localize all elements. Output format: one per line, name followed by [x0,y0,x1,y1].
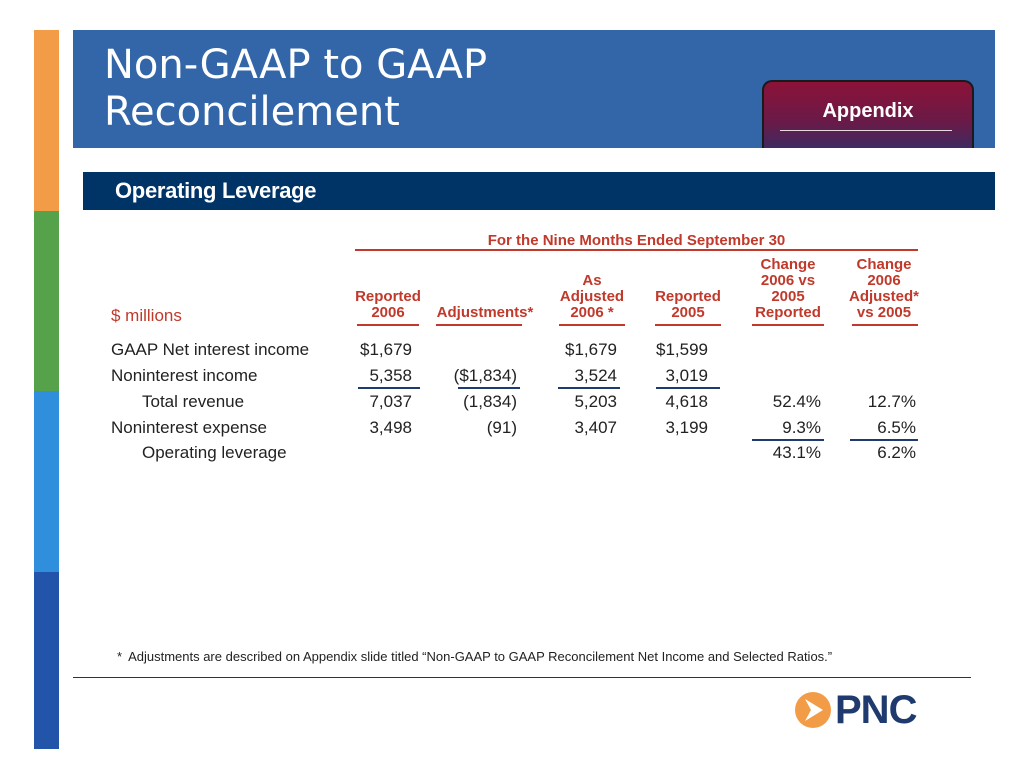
footer-rule [73,677,971,678]
col-header-underline [655,324,721,326]
table-cell: $1,599 [656,340,708,359]
subtotal-underline [358,387,420,389]
col-header-line: Change [760,256,816,273]
pnc-arrow-icon [795,692,831,728]
row-label-total-revenue: Total revenue [142,392,245,411]
row-label-noninterest-expense: Noninterest expense [111,418,267,437]
table-cell: (1,834) [463,392,517,411]
table-cell: 7,037 [369,392,412,411]
col-header-line: Reported [655,288,721,305]
col-header-change-adjusted: Change 2006 Adjusted* vs 2005 [842,257,926,321]
col-header-line: Adjusted* [848,288,919,305]
table-cell: 6.5% [877,418,916,437]
col-header-line: Change [856,256,912,273]
subtotal-underline [558,387,620,389]
col-header-line: Adjusted [559,288,625,305]
table-cell: 3,524 [574,366,617,385]
col-header-underline [436,324,522,326]
units-label: $ millions [111,306,182,325]
table-cell: 6.2% [877,443,916,462]
section-bar: Operating Leverage [83,172,995,210]
accent-stripe-orange [34,30,59,211]
period-header-rule [355,249,918,251]
accent-stripe-green [34,211,59,391]
table-cell: 3,407 [574,418,617,437]
col-header-line: Reported [755,304,821,321]
col-header-as-adjusted-2006: As Adjusted 2006 * [552,273,632,321]
col-header-line: 2006 vs [760,272,816,289]
col-header-line: 2006 * [570,304,614,321]
row-label-noninterest-income: Noninterest income [111,366,258,385]
subtotal-underline [752,439,824,441]
appendix-tab: Appendix [762,80,974,148]
row-label-operating-leverage: Operating leverage [142,443,287,462]
row-label-net-interest-income: GAAP Net interest income [111,340,310,359]
table-cell: (91) [486,418,517,437]
table-cell: $1,679 [565,340,617,359]
subtotal-underline [850,439,918,441]
col-header-underline [357,324,419,326]
col-header-underline [559,324,625,326]
col-header-change-reported: Change 2006 vs 2005 Reported [748,257,828,321]
table-cell: 5,358 [369,366,412,385]
col-header-line: 2006 [867,272,901,289]
period-header: For the Nine Months Ended September 30 [487,232,786,249]
col-header-line: Adjustments* [436,304,534,321]
col-header-line: 2005 [771,288,805,305]
subtotal-underline [458,387,520,389]
table-cell: 12.7% [867,392,916,411]
col-header-line: 2006 [371,304,405,321]
subtotal-underline [656,387,720,389]
pnc-logo: PNC [793,688,943,732]
col-header-underline [752,324,824,326]
appendix-tab-label: Appendix [822,100,914,122]
accent-stripe-blue [34,572,59,749]
col-header-reported-2005: Reported 2005 [648,289,728,321]
col-header-line: 2005 [671,304,705,321]
table-cell: 9.3% [782,418,821,437]
table-cell: 43.1% [772,443,821,462]
table-cell: 3,019 [665,366,708,385]
table-cell: ($1,834) [453,366,517,385]
slide-title-line2: Reconcilement [104,89,400,135]
section-title: Operating Leverage [115,178,317,203]
table-cell: 3,498 [369,418,412,437]
table-cell: 3,199 [665,418,708,437]
table-cell: 5,203 [574,392,617,411]
footnote-marker: * [117,649,123,664]
appendix-tab-rule [780,130,952,131]
table-cell: $1,679 [360,340,412,359]
col-header-adjustments: Adjustments* [430,305,540,321]
pnc-logo-text: PNC [835,688,917,732]
footnote-text: Adjustments are described on Appendix sl… [128,649,833,664]
col-header-line: As [582,272,602,289]
col-header-underline [852,324,918,326]
accent-stripe-lightblue [34,391,59,572]
footnote: * Adjustments are described on Appendix s… [117,649,832,664]
slide-title-line1: Non-GAAP to GAAP [104,42,488,88]
table-cell: 52.4% [772,392,821,411]
table-cell: 4,618 [665,392,708,411]
col-header-reported-2006: Reported 2006 [350,289,426,321]
col-header-line: vs 2005 [856,304,912,321]
col-header-line: Reported [355,288,421,305]
slide-title: Non-GAAP to GAAP Reconcilement [104,42,487,136]
